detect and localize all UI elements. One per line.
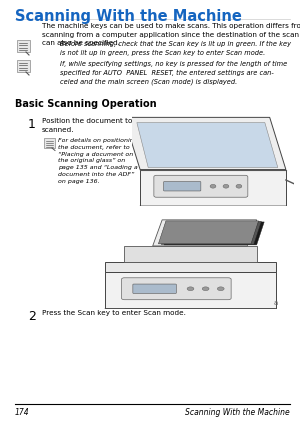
Polygon shape: [161, 222, 261, 245]
Polygon shape: [158, 222, 259, 244]
Polygon shape: [164, 222, 264, 245]
FancyBboxPatch shape: [164, 182, 201, 192]
Text: 2: 2: [28, 309, 36, 322]
Polygon shape: [100, 309, 281, 315]
Text: The machine keys can be used to make scans. This operation differs from
scanning: The machine keys can be used to make sca…: [42, 23, 300, 46]
Circle shape: [202, 287, 209, 291]
Text: Basic Scanning Operation: Basic Scanning Operation: [15, 99, 157, 109]
FancyBboxPatch shape: [122, 278, 231, 300]
FancyBboxPatch shape: [17, 41, 30, 53]
Circle shape: [217, 287, 224, 291]
Text: a: a: [273, 300, 278, 306]
Polygon shape: [106, 272, 276, 309]
Circle shape: [120, 313, 129, 318]
Text: 1: 1: [28, 118, 36, 131]
Circle shape: [152, 210, 160, 216]
FancyBboxPatch shape: [133, 285, 176, 294]
Circle shape: [210, 185, 216, 189]
Circle shape: [257, 210, 266, 216]
Polygon shape: [106, 262, 276, 272]
Text: For details on positioning
the document, refer to
“Placing a document on
the ori: For details on positioning the document,…: [58, 138, 138, 183]
Text: Scanning With the Machine: Scanning With the Machine: [185, 407, 290, 416]
Polygon shape: [135, 207, 291, 213]
Polygon shape: [137, 123, 278, 168]
FancyBboxPatch shape: [154, 176, 248, 198]
Polygon shape: [153, 220, 256, 246]
FancyBboxPatch shape: [17, 61, 30, 73]
Text: Position the document to be
scanned.: Position the document to be scanned.: [42, 118, 144, 132]
Text: If, while specifying settings, no key is pressed for the length of time
specifie: If, while specifying settings, no key is…: [60, 61, 287, 85]
Polygon shape: [124, 246, 256, 262]
FancyBboxPatch shape: [44, 139, 55, 149]
Circle shape: [187, 287, 194, 291]
Circle shape: [236, 185, 242, 189]
Text: 174: 174: [15, 407, 30, 416]
Text: Before scanning, check that the Scan key is lit up in green. If the key
is not l: Before scanning, check that the Scan key…: [60, 41, 291, 56]
Text: Press the Scan key to enter Scan mode.: Press the Scan key to enter Scan mode.: [42, 309, 186, 315]
Polygon shape: [140, 170, 286, 207]
Text: Scanning With the Machine: Scanning With the Machine: [15, 9, 242, 24]
Circle shape: [223, 185, 229, 189]
Polygon shape: [124, 118, 286, 170]
Circle shape: [242, 313, 252, 318]
